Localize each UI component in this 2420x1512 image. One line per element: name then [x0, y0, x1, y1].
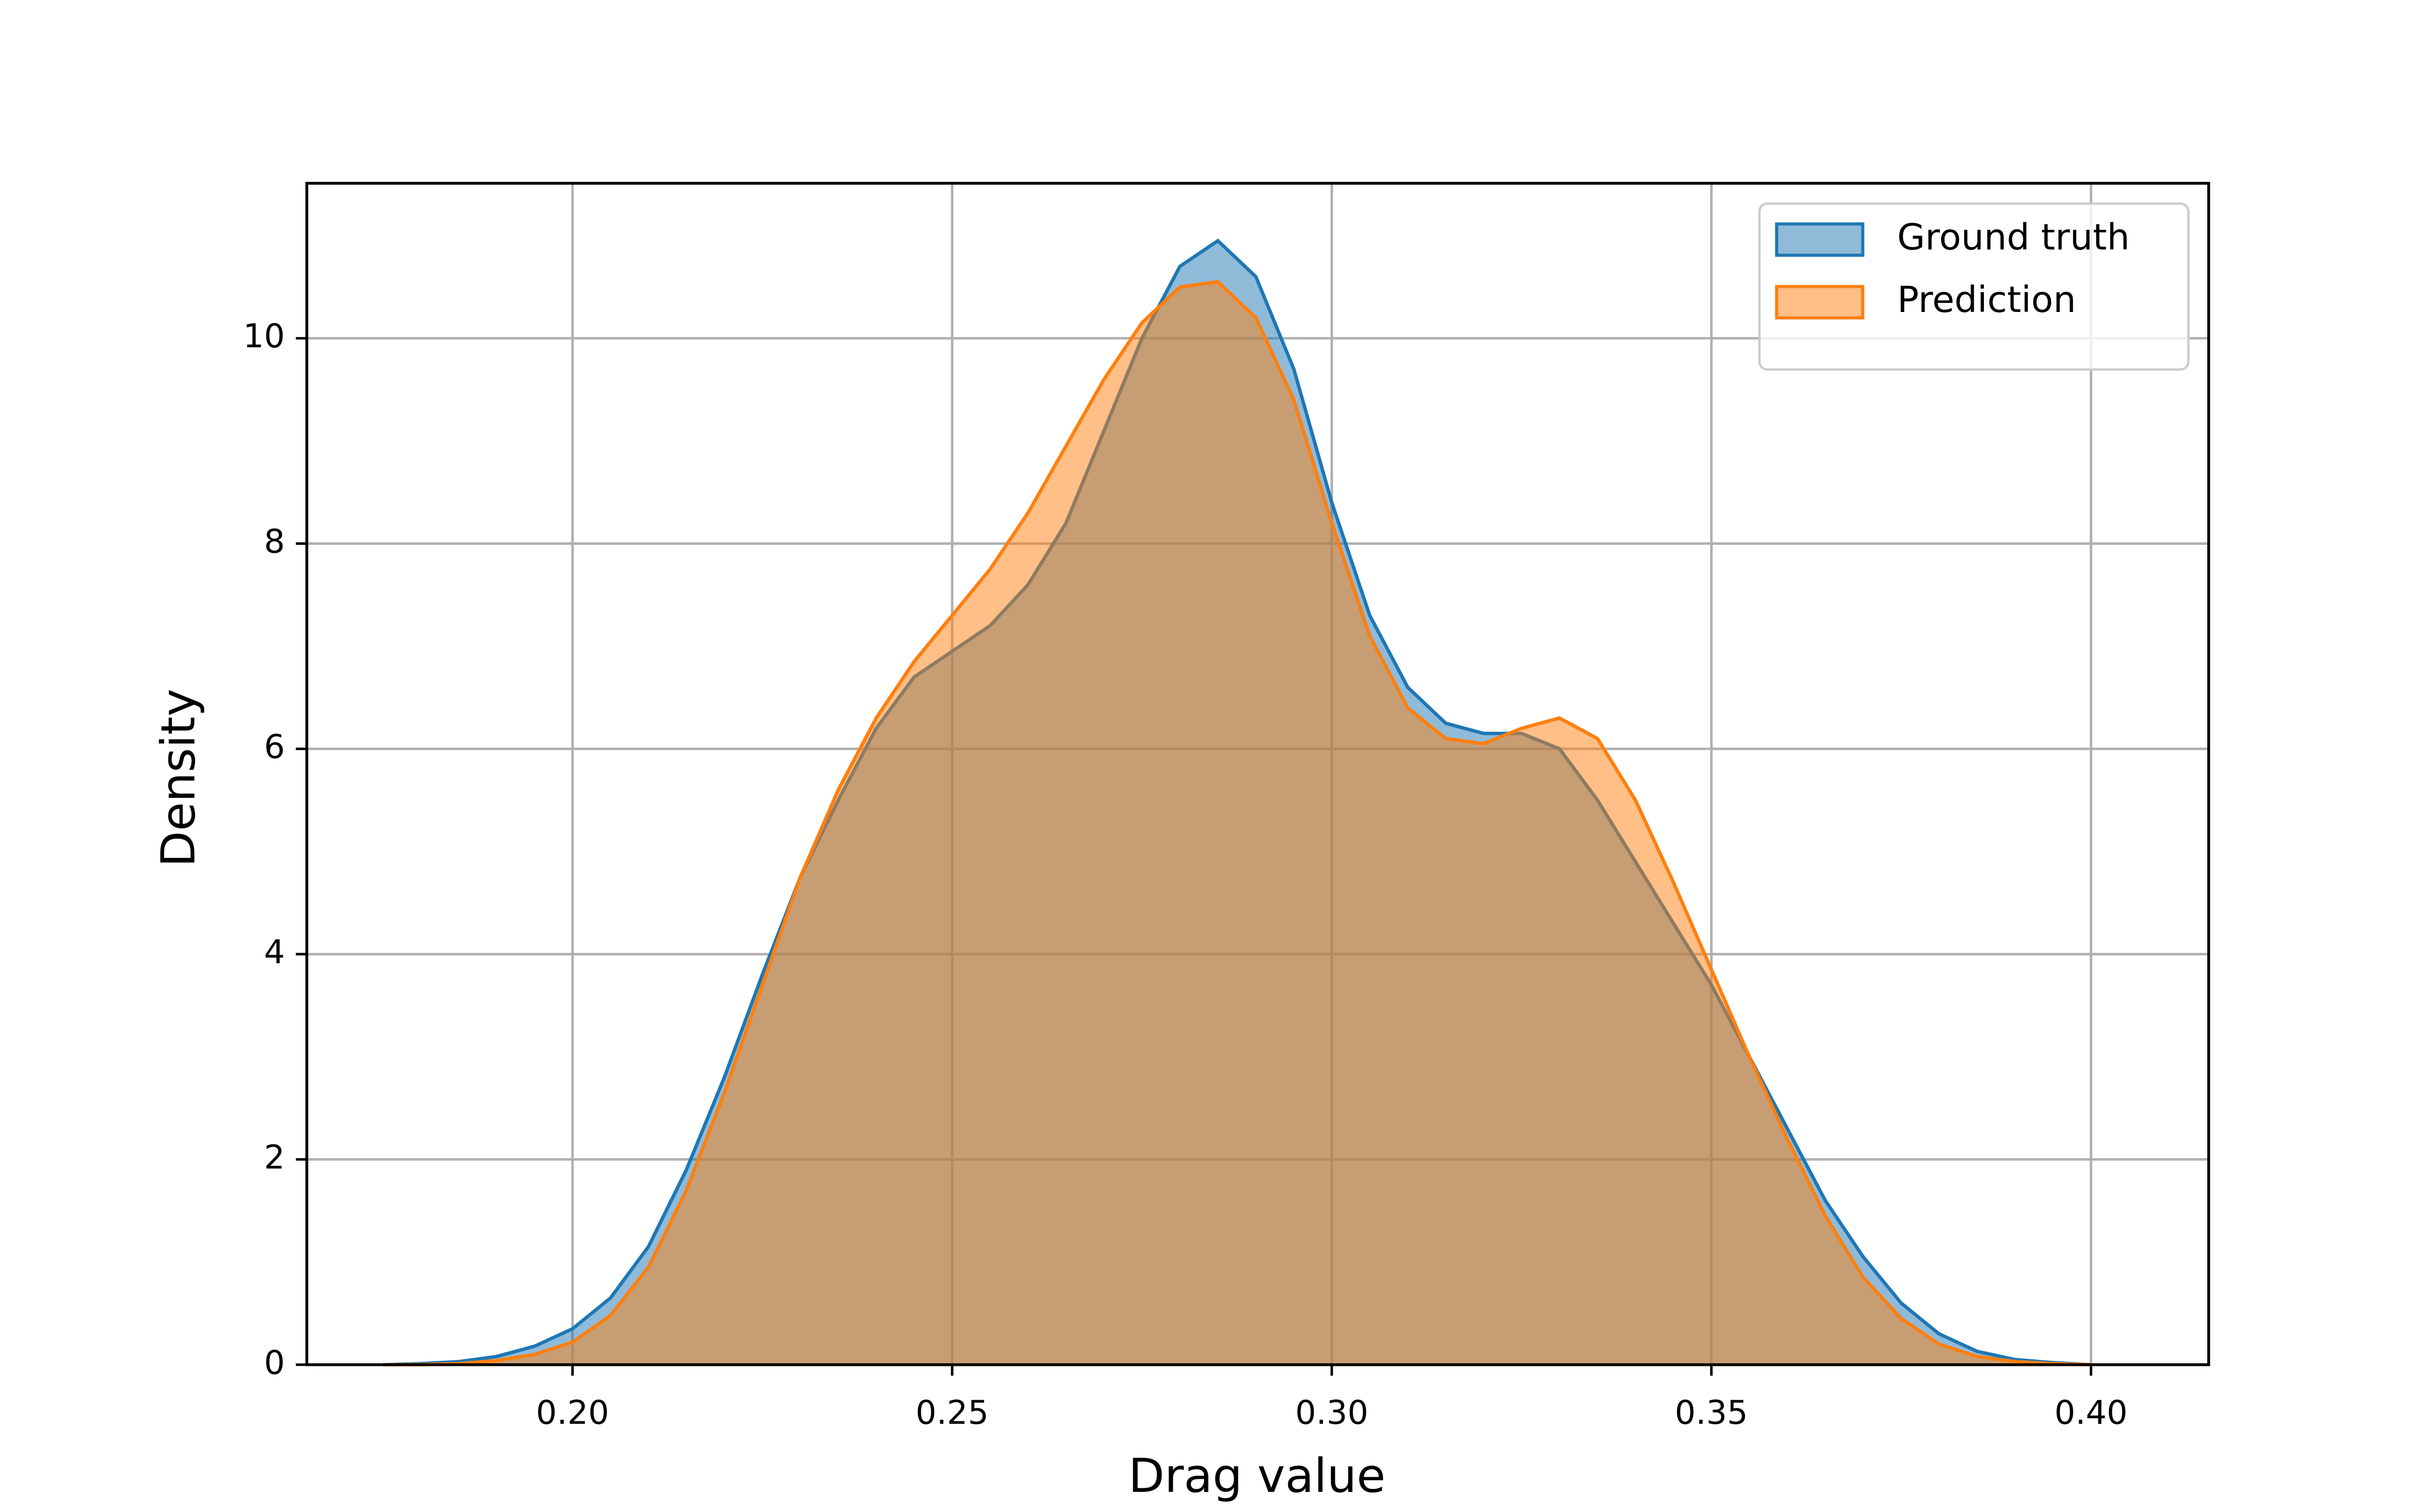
y-tick-label: 4: [264, 933, 285, 971]
y-tick-label: 0: [264, 1344, 285, 1382]
legend-swatch: [1775, 222, 1864, 257]
x-tick-label: 0.35: [1675, 1394, 1748, 1432]
y-tick-label: 6: [264, 728, 285, 766]
legend: Ground truth Prediction: [1758, 202, 2190, 371]
legend-swatch: [1775, 285, 1864, 320]
y-tick-label: 10: [243, 317, 285, 355]
y-tick-label: 8: [264, 523, 285, 561]
density-area: [383, 282, 2091, 1365]
plot-frame: [305, 181, 2210, 1366]
legend-label: Prediction: [1897, 279, 2076, 321]
y-tick-label: 2: [264, 1139, 285, 1177]
y-axis-label: Density: [151, 688, 206, 867]
legend-box: [1758, 202, 2190, 371]
density-line: [383, 280, 2091, 1367]
x-axis-label: Drag value: [1128, 1448, 1385, 1503]
density-line: [383, 238, 2091, 1367]
x-tick-label: 0.20: [536, 1394, 609, 1432]
x-tick-label: 0.30: [1295, 1394, 1368, 1432]
x-tick-label: 0.25: [916, 1394, 989, 1432]
legend-label: Ground truth: [1897, 216, 2130, 258]
x-tick-label: 0.40: [2054, 1394, 2128, 1432]
